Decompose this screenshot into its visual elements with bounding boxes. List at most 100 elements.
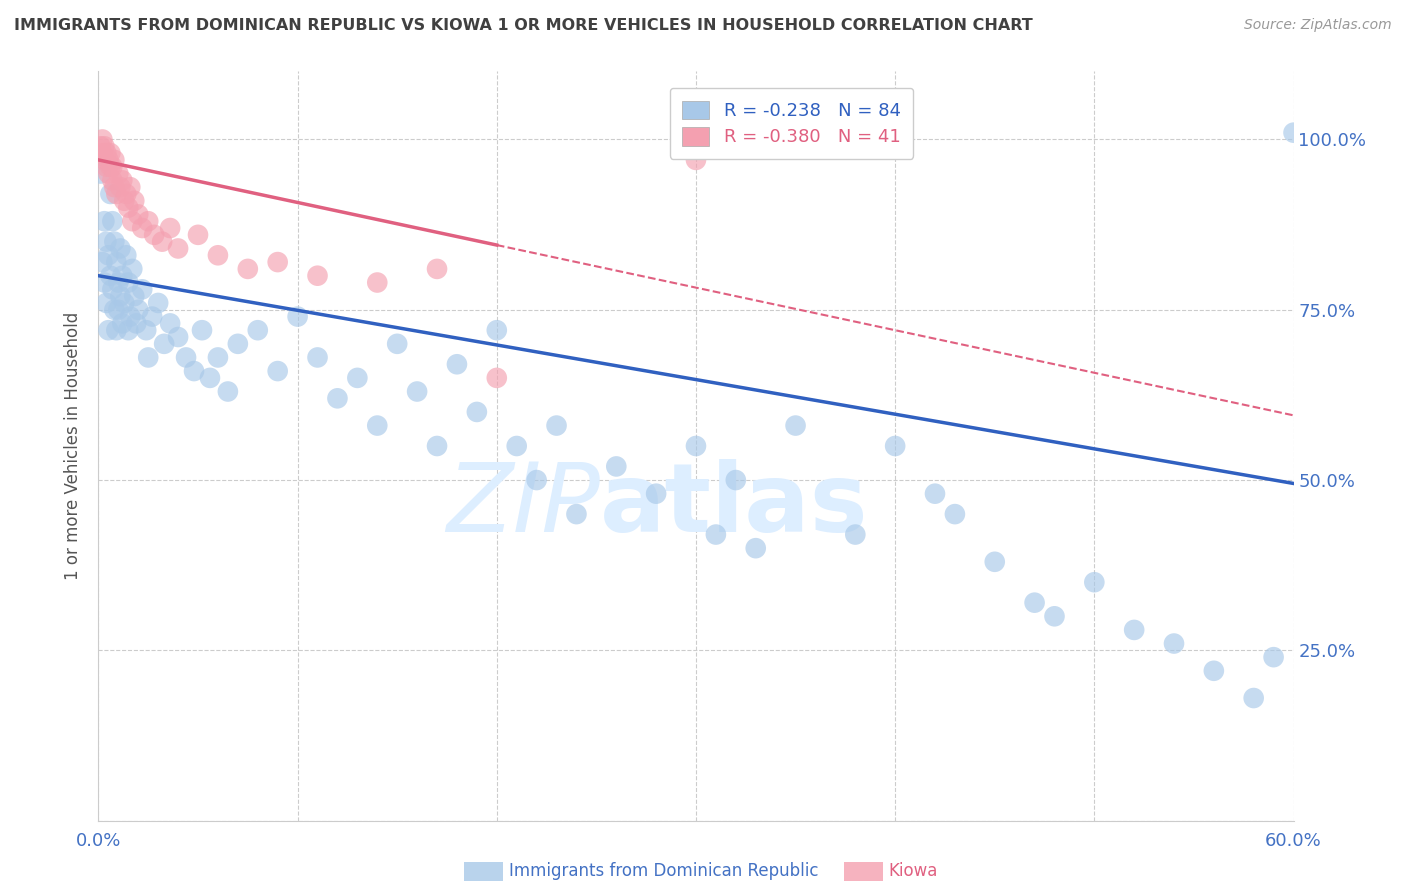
Point [127, 302, 149, 317]
Point [112, 296, 135, 310]
Point [159, 221, 181, 235]
Point [136, 214, 159, 228]
Point [346, 371, 368, 385]
Point [131, 221, 153, 235]
Point [111, 317, 134, 331]
Point [366, 276, 388, 290]
Point [121, 261, 143, 276]
Point [236, 261, 259, 276]
Point [685, 153, 707, 167]
Point [141, 310, 163, 324]
Point [93, 153, 115, 167]
Point [143, 227, 166, 242]
Point [1163, 636, 1185, 650]
Point [645, 486, 668, 500]
Point [107, 167, 129, 181]
Point [96, 160, 118, 174]
Point [101, 173, 124, 187]
Point [385, 336, 409, 351]
Point [120, 310, 142, 324]
Point [97, 248, 120, 262]
Point [96, 235, 118, 249]
Point [110, 289, 132, 303]
Point [1282, 126, 1305, 140]
Point [465, 405, 488, 419]
Point [93, 214, 115, 228]
Point [98, 160, 122, 174]
Point [127, 207, 149, 221]
Point [605, 459, 627, 474]
Point [187, 227, 209, 242]
Point [112, 194, 135, 208]
Point [97, 167, 120, 181]
Point [307, 268, 329, 283]
Point [159, 317, 181, 331]
Text: atlas: atlas [600, 459, 869, 552]
Point [685, 439, 707, 453]
Point [207, 248, 229, 262]
Point [101, 160, 124, 174]
Text: ZIP: ZIP [447, 459, 600, 552]
Point [98, 186, 122, 201]
Point [91, 255, 114, 269]
Point [131, 282, 153, 296]
Point [565, 507, 588, 521]
Point [366, 418, 388, 433]
Point [426, 261, 449, 276]
Text: Source: ZipAtlas.com: Source: ZipAtlas.com [1244, 18, 1392, 32]
Point [115, 186, 138, 201]
Point [1202, 664, 1225, 678]
Point [93, 139, 115, 153]
Legend: R = -0.238   N = 84, R = -0.380   N = 41: R = -0.238 N = 84, R = -0.380 N = 41 [669, 88, 914, 159]
Text: IMMIGRANTS FROM DOMINICAN REPUBLIC VS KIOWA 1 OR MORE VEHICLES IN HOUSEHOLD CORR: IMMIGRANTS FROM DOMINICAN REPUBLIC VS KI… [14, 18, 1033, 33]
Point [167, 242, 190, 256]
Point [111, 268, 134, 283]
Point [101, 214, 124, 228]
Point [287, 310, 309, 324]
Point [924, 486, 946, 500]
Text: Kiowa: Kiowa [889, 863, 938, 880]
Point [115, 248, 138, 262]
Point [103, 235, 125, 249]
Point [326, 392, 349, 406]
Point [96, 146, 118, 161]
Point [148, 296, 170, 310]
Point [135, 323, 157, 337]
Point [97, 153, 120, 167]
Point [103, 180, 125, 194]
Point [105, 323, 128, 337]
Point [506, 439, 529, 453]
Point [406, 384, 429, 399]
Point [91, 146, 114, 161]
Point [125, 317, 148, 331]
Point [1123, 623, 1146, 637]
Point [198, 371, 221, 385]
Point [426, 439, 449, 453]
Point [724, 473, 747, 487]
Point [89, 139, 111, 153]
Point [485, 371, 508, 385]
Point [1043, 609, 1066, 624]
Point [217, 384, 239, 399]
Point [1024, 596, 1046, 610]
Point [267, 255, 290, 269]
Point [107, 276, 129, 290]
Point [103, 302, 125, 317]
Point [150, 235, 173, 249]
Point [153, 336, 176, 351]
Point [96, 296, 118, 310]
Point [117, 323, 139, 337]
Point [105, 186, 128, 201]
Point [105, 255, 128, 269]
Text: Immigrants from Dominican Republic: Immigrants from Dominican Republic [509, 863, 818, 880]
Point [226, 336, 249, 351]
Point [191, 323, 214, 337]
Point [136, 351, 159, 365]
Point [526, 473, 548, 487]
Point [121, 214, 143, 228]
Point [93, 276, 115, 290]
Point [446, 357, 468, 371]
Point [97, 323, 120, 337]
Point [884, 439, 907, 453]
Point [174, 351, 197, 365]
